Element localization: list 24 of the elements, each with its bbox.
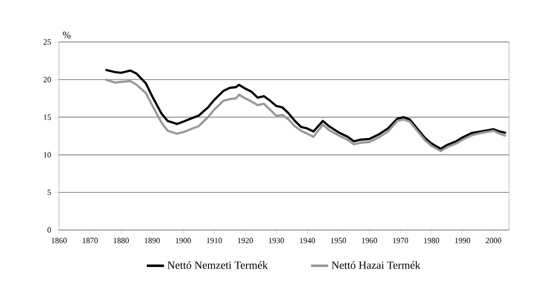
x-tick-label: 1910 xyxy=(206,238,222,244)
x-tick-label: 1880 xyxy=(114,238,129,244)
y-tick-label: 25 xyxy=(44,39,51,45)
x-tick-label: 1890 xyxy=(144,238,160,244)
legend-label: Nettó Hazai Termék xyxy=(332,261,420,269)
y-axis-title: % xyxy=(62,32,71,38)
x-tick-label: 1960 xyxy=(362,238,378,244)
y-tick-label: 10 xyxy=(44,152,51,158)
x-tick-label: 1970 xyxy=(393,238,408,244)
y-tick-label: 20 xyxy=(44,76,51,82)
x-tick-label: 1950 xyxy=(331,238,346,244)
x-tick-label: 1920 xyxy=(238,238,253,244)
legend-label: Nettó Nemzeti Termék xyxy=(167,261,268,269)
x-tick-label: 1980 xyxy=(424,238,440,244)
y-tick-label: 0 xyxy=(48,227,51,233)
x-tick-label: 1940 xyxy=(300,238,315,244)
x-tick-label: 1870 xyxy=(82,238,98,244)
x-tick-label: 2000 xyxy=(486,238,502,244)
y-tick-label: 15 xyxy=(44,114,51,120)
x-tick-label: 1860 xyxy=(52,238,67,244)
x-tick-label: 1930 xyxy=(268,238,284,244)
y-tick-label: 5 xyxy=(48,190,51,196)
x-tick-label: 1900 xyxy=(176,238,191,244)
x-tick-label: 1990 xyxy=(455,238,470,244)
